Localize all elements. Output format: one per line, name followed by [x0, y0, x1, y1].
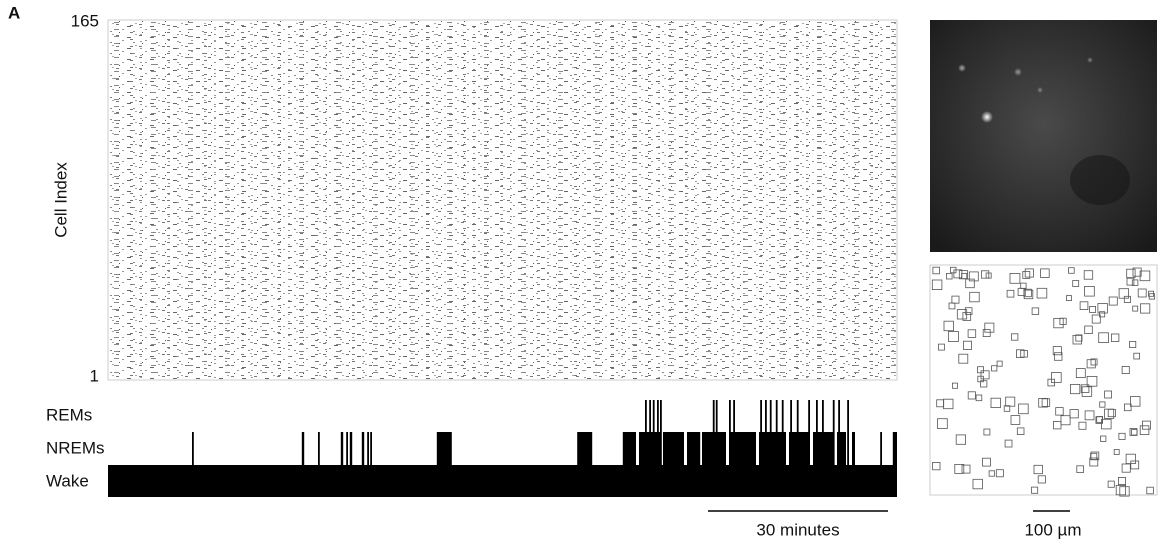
- nrem-epochs: [789, 432, 810, 465]
- rem-epochs: [797, 400, 799, 465]
- rem-epochs: [716, 400, 718, 465]
- rem-epochs: [649, 400, 651, 465]
- rem-epochs: [657, 400, 659, 465]
- rem-epochs: [733, 400, 735, 465]
- wake-bar: [108, 465, 897, 497]
- nrem-epochs: [880, 432, 882, 465]
- y-axis-label: Cell Index: [51, 162, 70, 238]
- rem-epochs: [822, 400, 824, 465]
- cell-body: [1087, 57, 1093, 63]
- nrem-epochs: [367, 432, 369, 465]
- raster-spikes: [109, 21, 896, 379]
- nrem-epochs: [893, 432, 897, 465]
- cell-body: [1037, 87, 1043, 93]
- nrem-epochs: [350, 432, 352, 465]
- cell-body: [1014, 68, 1022, 76]
- rem-epochs: [833, 400, 835, 465]
- rem-epochs: [776, 400, 778, 465]
- rem-epochs: [790, 400, 792, 465]
- rem-epochs: [782, 400, 784, 465]
- dark-region: [1070, 155, 1130, 205]
- rem-epochs: [660, 400, 662, 465]
- calcium-image: [930, 20, 1157, 252]
- rem-epochs: [847, 400, 849, 465]
- y-tick-label: 165: [71, 11, 99, 30]
- nrem-epochs: [341, 432, 343, 465]
- state-label: NREMs: [46, 438, 105, 457]
- roi-map: [930, 265, 1157, 496]
- rem-epochs: [713, 400, 715, 465]
- y-tick-label: 1: [90, 366, 99, 385]
- state-label: REMs: [46, 405, 92, 424]
- nrem-epochs: [318, 432, 320, 465]
- nrem-epochs: [729, 432, 756, 465]
- nrem-epochs: [302, 432, 304, 465]
- rem-epochs: [770, 400, 772, 465]
- panel-label: A: [8, 3, 20, 22]
- nrem-epochs: [623, 432, 636, 465]
- nrem-epochs: [663, 432, 684, 465]
- time-scale-label: 30 minutes: [756, 520, 839, 539]
- nrem-epochs: [362, 432, 364, 465]
- nrem-epochs: [577, 432, 592, 465]
- nrem-epochs: [437, 432, 452, 465]
- rem-epochs: [765, 400, 767, 465]
- nrem-epochs: [687, 432, 700, 465]
- nrem-epochs: [852, 432, 855, 465]
- rem-epochs: [816, 400, 818, 465]
- cell-body: [958, 64, 966, 72]
- rem-epochs: [838, 400, 840, 465]
- nrem-epochs: [370, 432, 372, 465]
- roi-frame: [930, 265, 1157, 495]
- rem-epochs: [808, 400, 810, 465]
- nrem-epochs: [192, 432, 194, 465]
- rem-epochs: [760, 400, 762, 465]
- rem-epochs: [645, 400, 647, 465]
- image-background: [930, 20, 1157, 252]
- rem-epochs: [653, 400, 655, 465]
- figure: A Cell Index 100 µm 1 165 REMs NREMs Wake 30 …: [0, 0, 1162, 549]
- nrem-epochs: [346, 432, 348, 465]
- state-label: Wake: [46, 471, 89, 490]
- raster-plot: [108, 20, 897, 380]
- rem-epochs: [729, 400, 731, 465]
- image-scale-label: 100 µm: [1024, 520, 1081, 539]
- cell-body: [981, 111, 993, 123]
